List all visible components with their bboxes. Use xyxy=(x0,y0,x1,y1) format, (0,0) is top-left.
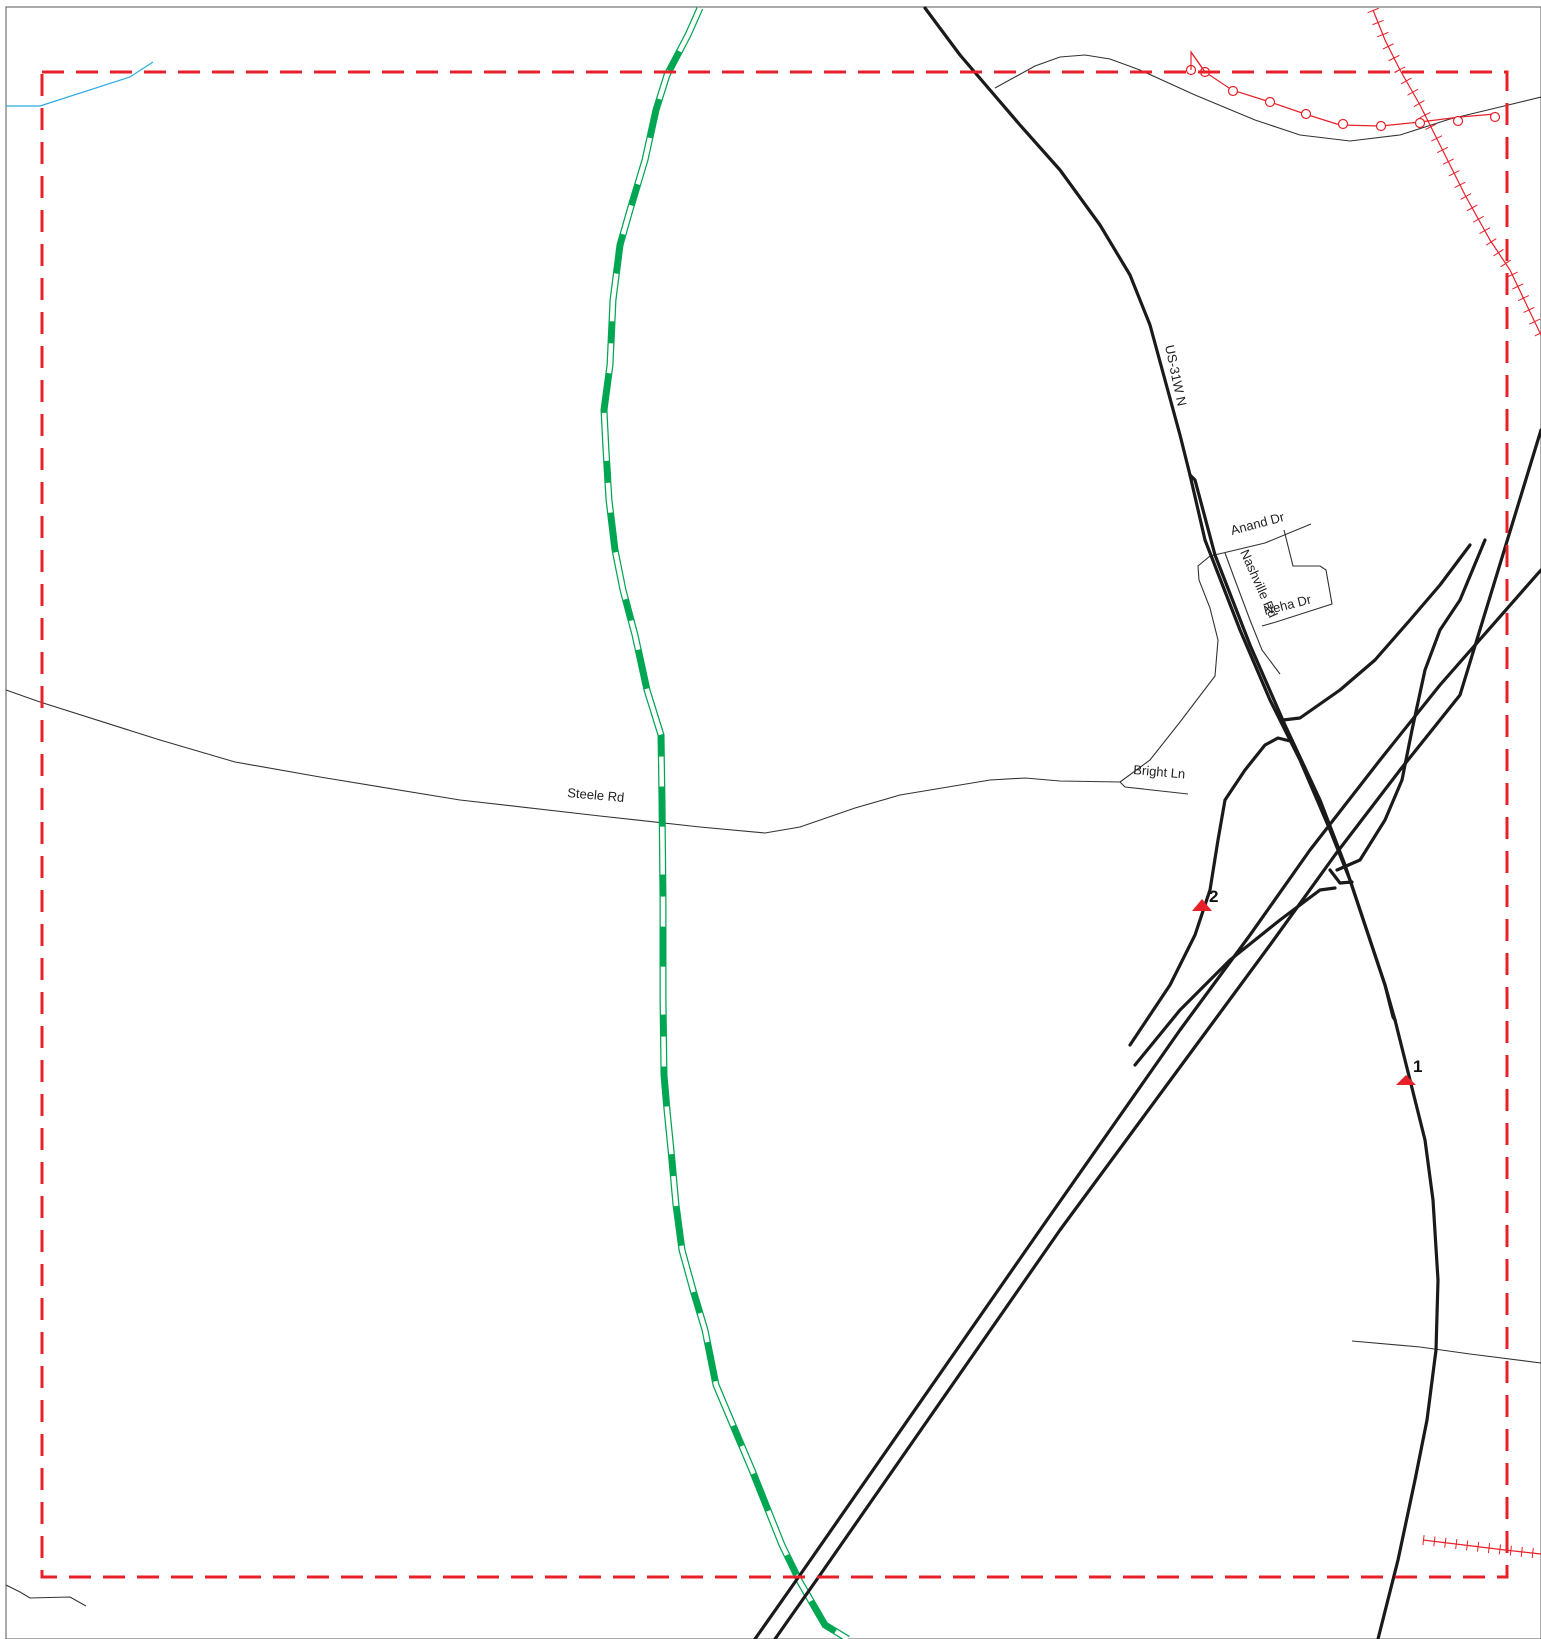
marker-2[interactable]: 2 xyxy=(1192,887,1218,911)
minor-roads xyxy=(5,54,1541,1607)
steele-rd-line xyxy=(5,689,1121,834)
bright-ln-line xyxy=(1119,781,1189,795)
marker-1[interactable]: 1 xyxy=(1396,1057,1422,1085)
bright-ln-connector xyxy=(1119,552,1224,783)
map-frame xyxy=(5,6,1541,1639)
ramp-east-line xyxy=(1335,538,1487,872)
marker-2-label: 2 xyxy=(1209,887,1218,906)
rail-spur-flag xyxy=(1190,50,1206,73)
anand-dr-line xyxy=(1222,523,1312,554)
greenway-trail xyxy=(600,6,850,1639)
ramp-connector xyxy=(1328,868,1354,885)
rail-spur-line xyxy=(1190,51,1496,127)
marker-1-label: 1 xyxy=(1413,1057,1422,1076)
red-triangle-icon xyxy=(1192,899,1212,911)
ramp-west-line xyxy=(1128,736,1292,1047)
study-area-boundary xyxy=(40,70,1509,1579)
rail-lines xyxy=(1185,7,1541,1559)
interstate-east-line xyxy=(773,428,1541,1639)
bright-ln-label: Bright Ln xyxy=(1133,762,1186,781)
steele-rd-label: Steele Rd xyxy=(567,785,625,805)
ramp-south-line xyxy=(1133,886,1337,1067)
north-road-line xyxy=(994,54,1541,142)
red-triangle-icon xyxy=(1396,1075,1416,1085)
southwest-road-line xyxy=(5,1584,87,1607)
us-31w-line xyxy=(923,6,1192,477)
ramp-north-line xyxy=(1281,543,1472,722)
stream-line xyxy=(6,61,154,107)
neha-dr-line xyxy=(1261,529,1333,627)
rail-spur-stations xyxy=(1185,64,1501,132)
nashville-rd-line xyxy=(1224,552,1281,675)
us-31w-south-line xyxy=(1376,1018,1440,1639)
southeast-road-line xyxy=(1351,1340,1541,1364)
major-roads xyxy=(753,6,1541,1639)
interstate-west-line xyxy=(753,568,1541,1639)
